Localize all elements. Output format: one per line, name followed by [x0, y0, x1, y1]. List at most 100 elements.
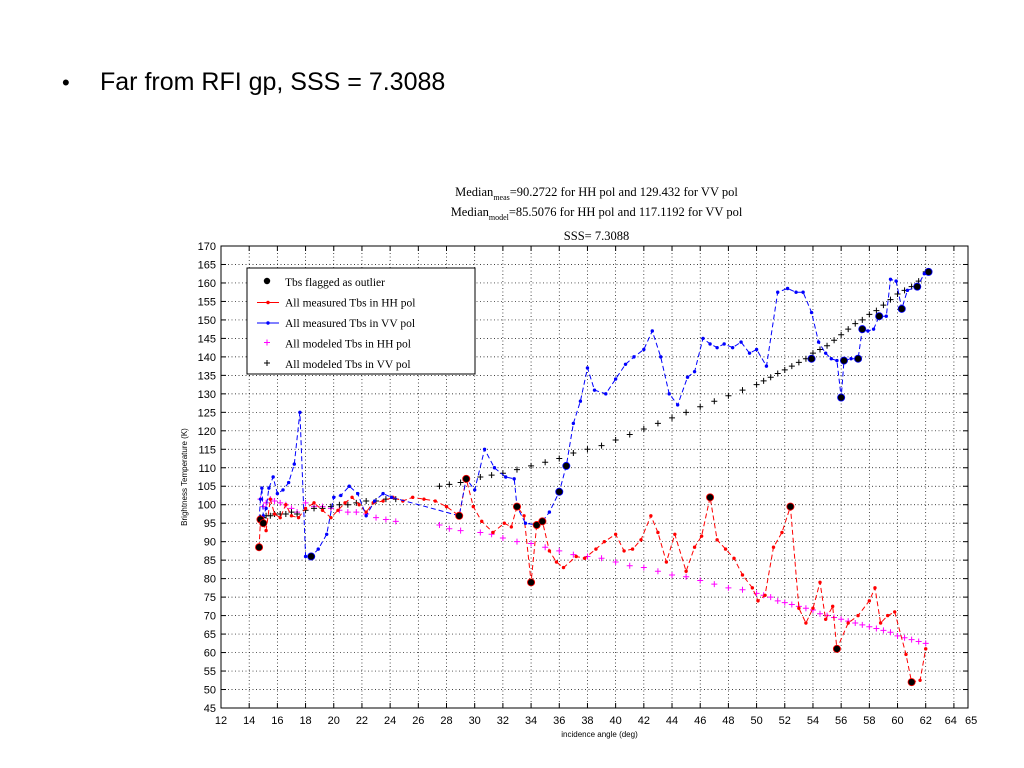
model-plus-marker	[711, 398, 718, 405]
y-tick-label: 130	[198, 389, 216, 401]
series-point	[258, 497, 263, 501]
model-plus-marker	[556, 547, 563, 554]
model-plus-marker	[556, 455, 563, 462]
model-plus-marker	[382, 516, 389, 523]
series-point	[756, 599, 760, 603]
model-plus-marker	[894, 632, 901, 639]
x-tick-label: 34	[525, 715, 537, 727]
model-plus-marker	[294, 510, 301, 517]
series-point	[649, 514, 653, 518]
series-point	[381, 499, 385, 503]
y-tick-label: 75	[204, 592, 216, 604]
series-point	[389, 495, 394, 500]
model-plus-marker	[626, 562, 633, 569]
outlier-marker	[807, 354, 816, 363]
series-point	[740, 573, 745, 577]
model-plus-marker	[477, 474, 484, 480]
model-plus-marker	[499, 534, 506, 541]
chart-axes: 4550556065707580859095100105110115120125…	[180, 241, 977, 739]
model-plus-marker	[873, 625, 880, 632]
outlier-marker	[839, 356, 848, 365]
series-point	[797, 606, 801, 610]
series-point	[502, 521, 506, 525]
series-point	[602, 539, 607, 544]
series-point	[816, 340, 821, 344]
series-point	[894, 279, 898, 283]
model-plus-marker	[457, 527, 464, 534]
legend-entry-label: All modeled Tbs in HH pol	[285, 339, 411, 351]
series-point	[632, 355, 636, 359]
model-plus-marker	[901, 634, 908, 641]
y-tick-label: 145	[198, 333, 216, 345]
series-point	[325, 532, 329, 536]
series-point	[873, 586, 877, 590]
model-plus-marker	[446, 525, 453, 532]
y-tick-label: 155	[198, 296, 216, 308]
model-plus-marker	[584, 553, 591, 560]
model-plus-marker	[457, 479, 464, 486]
series-point	[303, 506, 308, 511]
series-point	[272, 512, 277, 516]
model-plus-marker	[612, 437, 619, 444]
model-plus-marker	[488, 472, 495, 479]
model-plus-marker	[838, 331, 845, 338]
series-point	[320, 508, 325, 512]
series-point	[433, 499, 437, 503]
series-point	[482, 447, 487, 451]
legend-box	[246, 267, 476, 375]
series-point	[905, 288, 910, 293]
series-point	[271, 475, 275, 479]
model-plus-marker	[739, 586, 746, 593]
title-main-text: SSS= 7.3088	[564, 229, 629, 243]
legend-entry-label: All measured Tbs in HH pol	[285, 298, 415, 310]
series-point	[554, 560, 559, 564]
y-tick-label: 50	[204, 685, 216, 697]
series-point	[522, 514, 526, 518]
model-plus-marker	[852, 320, 859, 327]
series-point	[630, 547, 635, 551]
outlier-marker	[913, 282, 922, 291]
model-plus-marker	[859, 316, 866, 323]
series-point	[739, 340, 743, 344]
series-point	[264, 528, 268, 533]
bullet-text: Far from RFI gp, SSS = 7.3088	[100, 68, 446, 96]
series-point	[685, 375, 690, 379]
model-plus-marker	[795, 359, 802, 366]
model-plus-marker	[908, 636, 915, 643]
x-tick-label: 56	[835, 715, 847, 727]
series-point	[667, 392, 671, 396]
series-point	[281, 488, 285, 492]
model-plus-marker	[802, 605, 809, 612]
series-point	[578, 399, 583, 403]
series-point	[871, 327, 876, 331]
series-point	[364, 514, 368, 518]
series-point	[364, 510, 368, 514]
series-point	[275, 491, 280, 496]
x-tick-label: 48	[722, 715, 734, 727]
model-plus-marker	[887, 296, 894, 303]
bullet-point: • Far from RFI gp, SSS = 7.3088	[62, 68, 445, 97]
model-plus-marker	[767, 594, 774, 601]
series-point	[582, 556, 587, 561]
title-rest-text: =85.5076 for HH pol and 117.1192 for VV …	[509, 205, 743, 219]
title-rest-text: =90.2722 for HH pol and 129.432 for VV p…	[510, 185, 739, 199]
model-plus-marker	[683, 573, 690, 580]
series-point	[701, 336, 705, 341]
series-point	[410, 495, 415, 500]
series-point	[329, 515, 333, 520]
model-plus-marker	[845, 326, 852, 333]
chart-title-line: Medianmodel=85.5076 for HH pol and 117.1…	[451, 205, 743, 222]
y-tick-label: 80	[204, 574, 216, 586]
outlier-marker	[854, 354, 863, 363]
series-point	[286, 480, 291, 485]
series-point	[885, 613, 890, 618]
series-point	[656, 530, 660, 535]
series-point	[339, 493, 343, 498]
outlier-marker	[555, 487, 564, 496]
chart-grid	[221, 246, 968, 708]
outlier-marker	[897, 304, 906, 313]
y-tick-label: 120	[198, 426, 216, 438]
outlier-marker	[527, 578, 536, 587]
model-plus-marker	[640, 425, 647, 432]
series-point	[585, 366, 590, 370]
